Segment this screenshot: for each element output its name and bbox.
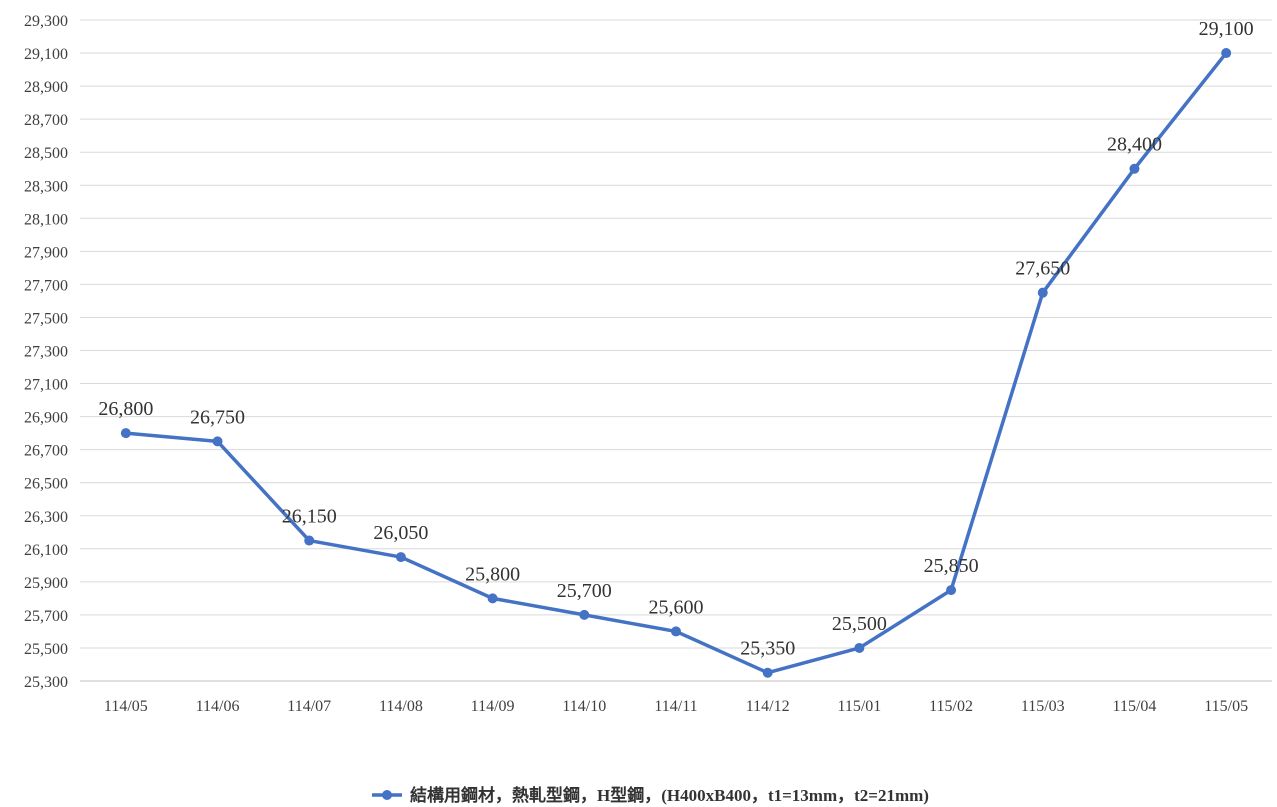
data-label: 26,050	[373, 522, 428, 544]
data-point[interactable]	[1037, 287, 1048, 298]
data-labels: 26,800 26,750 26,150 26,050 25,800 25,700 25,6…	[98, 18, 1253, 660]
y-tick-label: 27,100	[24, 377, 68, 394]
data-label: 26,750	[190, 406, 245, 428]
data-point[interactable]	[671, 626, 681, 637]
y-tick-label: 28,700	[24, 112, 68, 129]
y-tick-label: 26,100	[24, 542, 68, 559]
data-point[interactable]	[395, 552, 406, 563]
x-tick-label: 114/10	[562, 698, 606, 715]
data-point[interactable]	[1129, 163, 1140, 174]
legend-marker-swatch	[382, 790, 392, 800]
data-point[interactable]	[579, 609, 590, 620]
data-label: 25,500	[832, 613, 887, 635]
y-tick-label: 25,700	[24, 608, 68, 625]
data-point[interactable]	[854, 642, 865, 653]
y-tick-label: 25,500	[24, 641, 68, 658]
data-label: 25,700	[557, 580, 612, 602]
legend-series-label: 結構用鋼材，熱軋型鋼，H型鋼，(H400xB400，t1=13mm，t2=21m…	[410, 785, 929, 805]
x-tick-label: 114/06	[196, 698, 240, 715]
data-label: 29,100	[1199, 18, 1254, 40]
y-tick-label: 29,300	[24, 13, 68, 30]
y-tick-label: 26,700	[24, 443, 68, 460]
y-tick-label: 27,900	[24, 244, 68, 261]
y-tick-label: 27,700	[24, 277, 68, 294]
y-tick-label: 27,500	[24, 310, 68, 327]
x-tick-label: 114/12	[746, 698, 790, 715]
y-tick-label: 28,900	[24, 79, 68, 96]
y-tick-label: 25,300	[24, 674, 68, 691]
data-point[interactable]	[120, 428, 131, 439]
x-tick-label: 114/11	[654, 698, 697, 715]
data-label: 25,850	[924, 555, 979, 577]
x-tick-label: 114/05	[104, 698, 148, 715]
y-tick-label: 25,900	[24, 575, 68, 592]
data-label: 25,350	[740, 638, 795, 660]
data-point[interactable]	[946, 585, 957, 596]
data-label: 25,600	[649, 596, 704, 618]
data-point[interactable]	[762, 667, 773, 678]
data-label: 26,800	[98, 398, 153, 420]
data-label: 27,650	[1015, 258, 1070, 280]
x-axis: 114/05 114/06 114/07 114/08 114/09 114/10 114/…	[80, 680, 1272, 715]
y-tick-label: 28,500	[24, 145, 68, 162]
data-point[interactable]	[487, 593, 498, 604]
y-tick-label: 28,100	[24, 211, 68, 228]
gridlines	[80, 19, 1272, 649]
x-tick-label: 114/07	[287, 698, 331, 715]
y-tick-label: 26,500	[24, 476, 68, 493]
data-point[interactable]	[1221, 48, 1232, 59]
series-layer	[120, 48, 1232, 678]
x-tick-label: 114/09	[471, 698, 515, 715]
series-line	[124, 51, 1228, 675]
legend[interactable]: 結構用鋼材，熱軋型鋼，H型鋼，(H400xB400，t1=13mm，t2=21m…	[372, 785, 929, 805]
data-point[interactable]	[304, 535, 315, 546]
data-label: 28,400	[1107, 134, 1162, 156]
x-tick-label: 114/08	[379, 698, 423, 715]
y-axis: 25,300 25,500 25,700 25,900 26,100 26,300 26,5…	[24, 13, 68, 691]
x-tick-label: 115/05	[1204, 698, 1248, 715]
y-tick-label: 26,300	[24, 509, 68, 526]
y-tick-label: 29,100	[24, 46, 68, 63]
y-tick-label: 26,900	[24, 410, 68, 427]
y-tick-label: 27,300	[24, 344, 68, 361]
x-tick-label: 115/04	[1113, 698, 1157, 715]
data-label: 25,800	[465, 563, 520, 585]
data-point[interactable]	[212, 436, 223, 447]
data-label: 26,150	[282, 506, 337, 528]
x-tick-label: 115/03	[1021, 698, 1065, 715]
x-tick-label: 115/01	[837, 698, 881, 715]
y-tick-label: 28,300	[24, 178, 68, 195]
x-tick-label: 115/02	[929, 698, 973, 715]
